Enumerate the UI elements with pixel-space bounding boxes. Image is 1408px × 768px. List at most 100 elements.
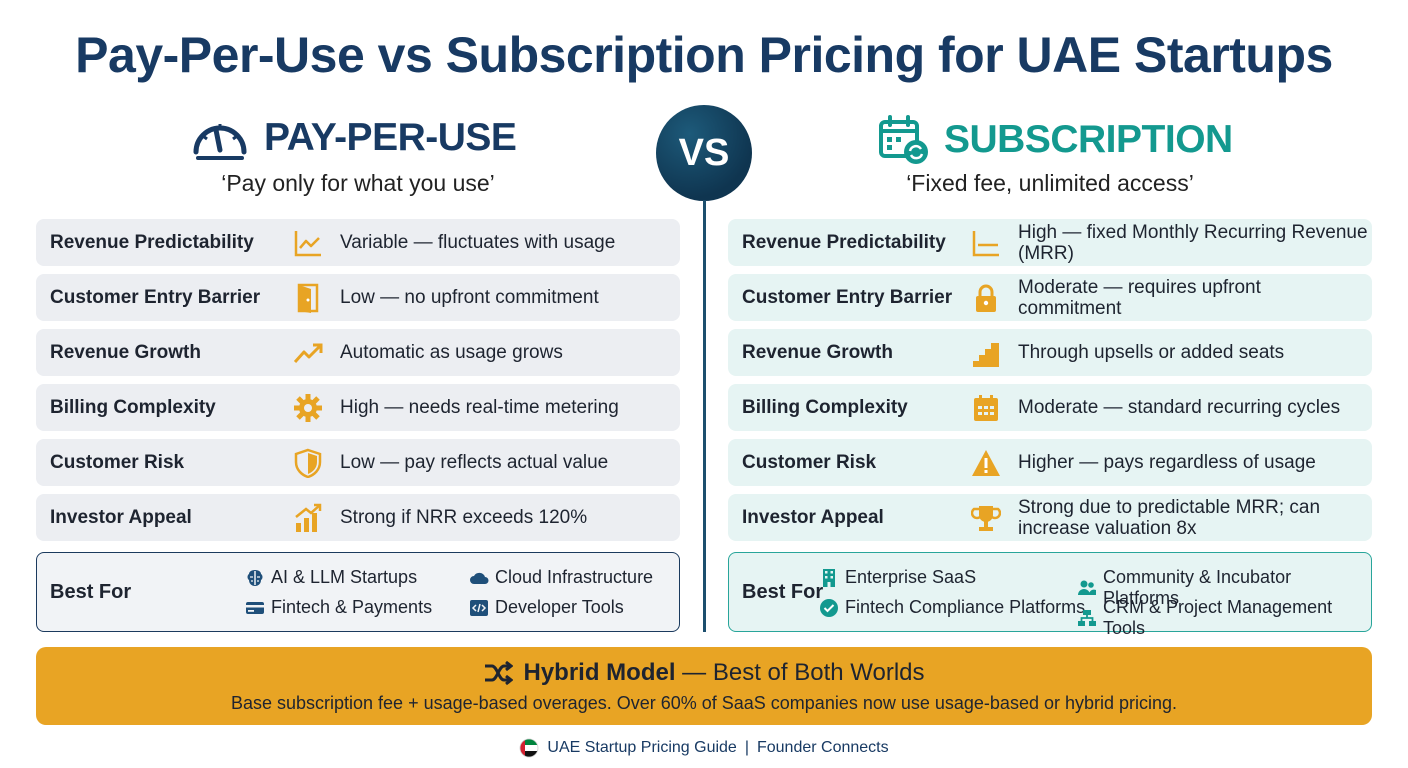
row-label: Customer Entry Barrier bbox=[742, 287, 953, 308]
hybrid-title: Hybrid Model bbox=[523, 659, 676, 686]
cloud-icon bbox=[470, 572, 489, 584]
subscription-tagline: ‘Fixed fee, unlimited access’ bbox=[906, 170, 1194, 196]
comparison-row: Revenue Predictability Variable — fluctu… bbox=[36, 219, 680, 266]
row-label: Customer Risk bbox=[50, 452, 185, 473]
row-label: Customer Entry Barrier bbox=[50, 287, 261, 308]
comparison-row: Revenue Predictability High — fixed Mont… bbox=[728, 219, 1372, 266]
row-value: High — fixed Monthly Recurring Revenue (… bbox=[1018, 222, 1368, 264]
trend-up-icon bbox=[293, 343, 323, 364]
best-for-label: Best For bbox=[50, 581, 132, 603]
shield-icon bbox=[294, 448, 322, 478]
subscription-heading: SUBSCRIPTION bbox=[878, 114, 1233, 166]
brain-icon bbox=[247, 569, 263, 586]
comparison-row: Investor Appeal Strong if NRR exceeds 12… bbox=[36, 494, 680, 541]
comparison-row: Customer Entry Barrier Moderate — requir… bbox=[728, 274, 1372, 321]
row-label: Revenue Predictability bbox=[742, 232, 946, 253]
bar-chart-up-icon bbox=[295, 503, 322, 532]
shuffle-icon bbox=[485, 660, 514, 686]
comparison-row: Revenue Growth Through upsells or added … bbox=[728, 329, 1372, 376]
pay-per-use-tagline: ‘Pay only for what you use’ bbox=[221, 170, 495, 196]
row-value: Strong due to predictable MRR; can incre… bbox=[1018, 497, 1321, 539]
warning-icon bbox=[972, 450, 1000, 476]
page-title: Pay-Per-Use vs Subscription Pricing for … bbox=[75, 27, 1333, 83]
center-divider bbox=[703, 200, 706, 632]
uae-flag-icon bbox=[519, 738, 539, 758]
row-value: Moderate — requires upfront commitment bbox=[1018, 277, 1261, 319]
row-value: Low — no upfront commitment bbox=[340, 287, 599, 308]
row-value: Through upsells or added seats bbox=[1018, 342, 1285, 363]
row-value: Variable — fluctuates with usage bbox=[340, 232, 616, 253]
footer: UAE Startup Pricing Guide | Founder Conn… bbox=[0, 738, 1408, 758]
hybrid-title-row: Hybrid Model — Best of Both Worlds bbox=[36, 659, 1372, 687]
row-label: Revenue Predictability bbox=[50, 232, 254, 253]
network-icon bbox=[1078, 610, 1096, 626]
footer-separator: | bbox=[744, 739, 749, 756]
best-for-text: CRM & Project Management Tools bbox=[1103, 597, 1333, 638]
gear-icon bbox=[294, 394, 322, 422]
best-for-item: Fintech Compliance Platforms bbox=[819, 597, 1085, 618]
card-icon bbox=[246, 601, 264, 614]
best-for-item: Cloud Infrastructure bbox=[469, 567, 653, 588]
pay-per-use-heading: PAY-PER-USE bbox=[190, 114, 517, 162]
best-for-label: Best For bbox=[742, 581, 824, 603]
best-for-item: CRM & Project Management Tools bbox=[1077, 597, 1371, 639]
best-for-text: AI & LLM Startups bbox=[271, 567, 418, 587]
row-value: Low — pay reflects actual value bbox=[340, 452, 609, 473]
best-for-text: Developer Tools bbox=[495, 597, 624, 617]
row-value: Automatic as usage grows bbox=[340, 342, 563, 363]
comparison-row: Customer Entry Barrier Low — no upfront … bbox=[36, 274, 680, 321]
comparison-row: Revenue Growth Automatic as usage grows bbox=[36, 329, 680, 376]
best-for-text: Community & Incubator Platforms bbox=[1103, 567, 1292, 608]
row-label: Customer Risk bbox=[742, 452, 877, 473]
best-for-text: Enterprise SaaS bbox=[845, 567, 977, 587]
best-for-item: Community & Incubator Platforms bbox=[1077, 567, 1371, 609]
footer-guide-text: UAE Startup Pricing Guide bbox=[547, 739, 737, 756]
best-for-text: Fintech Compliance Platforms bbox=[845, 597, 1086, 617]
flat-chart-icon bbox=[972, 231, 999, 257]
comparison-row: Customer Risk Higher — pays regardless o… bbox=[728, 439, 1372, 486]
row-value: High — needs real-time metering bbox=[340, 397, 619, 418]
best-for-item: Fintech & Payments bbox=[245, 597, 432, 618]
row-value: Strong if NRR exceeds 120% bbox=[340, 507, 588, 528]
people-icon bbox=[1078, 580, 1096, 595]
best-for-text: Fintech & Payments bbox=[271, 597, 433, 617]
check-circle-icon bbox=[820, 598, 838, 617]
speedometer-icon bbox=[193, 124, 247, 160]
comparison-row: Billing Complexity Moderate — standard r… bbox=[728, 384, 1372, 431]
calendar-icon bbox=[974, 395, 998, 421]
hybrid-title-suffix: — Best of Both Worlds bbox=[682, 659, 925, 686]
row-label: Billing Complexity bbox=[50, 397, 216, 418]
best-for-item: Developer Tools bbox=[469, 597, 624, 618]
best-for-item: Enterprise SaaS bbox=[819, 567, 976, 588]
trophy-icon bbox=[971, 506, 1001, 531]
comparison-row: Billing Complexity High — needs real-tim… bbox=[36, 384, 680, 431]
row-value: Higher — pays regardless of usage bbox=[1018, 452, 1316, 473]
lock-icon bbox=[976, 284, 996, 312]
row-label: Billing Complexity bbox=[742, 397, 908, 418]
best-for-item: AI & LLM Startups bbox=[245, 567, 417, 588]
vs-badge: VS bbox=[656, 105, 752, 201]
door-icon bbox=[297, 283, 319, 313]
hybrid-description: Base subscription fee + usage-based over… bbox=[230, 693, 1178, 713]
stairs-icon bbox=[973, 343, 999, 367]
pay-per-use-rows: Revenue Predictability Variable — fluctu… bbox=[36, 219, 680, 549]
comparison-row: Customer Risk Low — pay reflects actual … bbox=[36, 439, 680, 486]
subscription-title: SUBSCRIPTION bbox=[944, 118, 1233, 161]
comparison-row: Investor Appeal Strong due to predictabl… bbox=[728, 494, 1372, 541]
row-label: Revenue Growth bbox=[50, 342, 201, 363]
code-icon bbox=[470, 599, 488, 616]
line-chart-icon bbox=[294, 231, 321, 257]
pay-per-use-title: PAY-PER-USE bbox=[264, 116, 517, 159]
calendar-refresh-icon bbox=[879, 115, 928, 164]
row-label: Investor Appeal bbox=[742, 507, 884, 528]
building-icon bbox=[823, 568, 835, 587]
row-value: Moderate — standard recurring cycles bbox=[1018, 397, 1341, 418]
row-label: Revenue Growth bbox=[742, 342, 893, 363]
footer-brand-text: Founder Connects bbox=[756, 739, 889, 756]
best-for-text: Cloud Infrastructure bbox=[495, 567, 654, 587]
hybrid-model-banner: Hybrid Model — Best of Both Worlds Base … bbox=[36, 647, 1372, 725]
row-label: Investor Appeal bbox=[50, 507, 192, 528]
pay-per-use-best-for: Best For AI & LLM Startups Cloud Infrast… bbox=[36, 552, 680, 632]
subscription-rows: Revenue Predictability High — fixed Mont… bbox=[728, 219, 1372, 549]
subscription-best-for: Best For Enterprise SaaS Community & Inc… bbox=[728, 552, 1372, 638]
